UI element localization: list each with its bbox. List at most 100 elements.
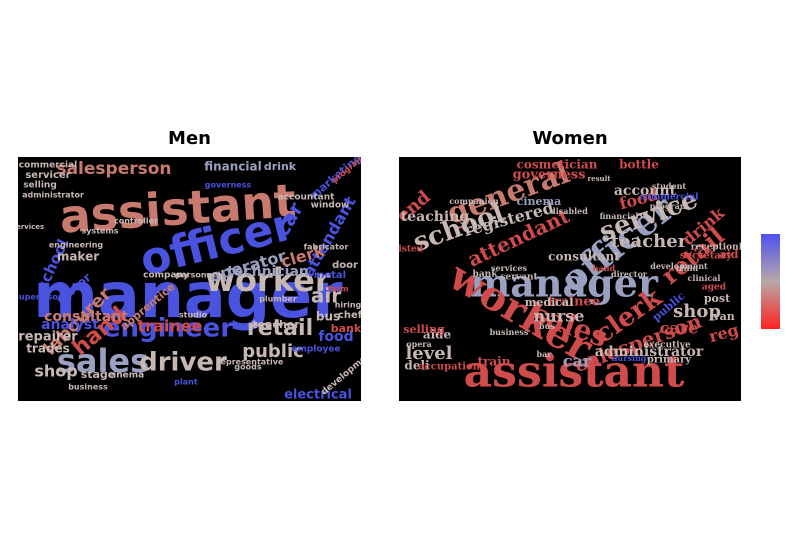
- men-word-studio: studio: [179, 311, 208, 320]
- women-word-listed: listed: [399, 245, 424, 255]
- men-word-accountant: accountant: [278, 193, 336, 203]
- women-word-nurse: nurse: [534, 307, 585, 326]
- men-word-driver: driver: [139, 348, 227, 378]
- men-word-representative: representative: [217, 358, 284, 367]
- color-scale-bar: [761, 234, 780, 329]
- women-word-cosmetician: cosmetician: [517, 158, 598, 172]
- women-word-reg: reg: [707, 320, 741, 346]
- men-word-worker: worker: [205, 261, 330, 299]
- men-panel-title: Men: [168, 128, 211, 149]
- women-word-executive: executive: [643, 341, 691, 351]
- men-word-manager: manager: [33, 259, 343, 332]
- women-word-manager: manager: [470, 261, 659, 306]
- women-word-teaching: teaching: [401, 209, 470, 225]
- women-word-commercial: commercial: [639, 193, 699, 203]
- men-word-cloud: manager assistant officer worker engineer sal…: [18, 157, 361, 401]
- men-word-fabricator: fabricator: [304, 243, 349, 252]
- men-word-administrator: administrator: [22, 191, 84, 200]
- men-word-bus: bus: [316, 310, 340, 324]
- men-word-sales: sales: [57, 342, 149, 380]
- men-word-trades: trades: [26, 342, 70, 356]
- men-word-plant: plant: [174, 378, 198, 387]
- women-word-secretary: secretary: [680, 251, 733, 262]
- women-word-nursing: nursing: [612, 353, 647, 363]
- women-word-clinical: clinical: [688, 273, 721, 283]
- women-word-trainee: trainee: [548, 295, 600, 310]
- women-word-account: account: [614, 183, 677, 199]
- women-word-train: train: [478, 355, 511, 369]
- women-word-medical: medical: [525, 296, 574, 309]
- women-word-child: child: [676, 263, 699, 273]
- women-word-assistant: assistant: [464, 347, 685, 398]
- men-word-maker: maker: [57, 250, 99, 264]
- women-word-aid: aid: [720, 248, 739, 261]
- men-word-bank: bank: [331, 322, 361, 335]
- men-word-employee: employee: [291, 345, 340, 355]
- women-word-bank: bank: [473, 270, 499, 280]
- men-word-goods: goods: [234, 363, 261, 372]
- men-word-financial: financial: [204, 160, 262, 174]
- women-word-cloud: assistant manager worker officer general scho…: [399, 157, 741, 401]
- women-word-servant: servant: [500, 273, 538, 283]
- women-word-hand: hand: [593, 263, 616, 273]
- men-word-retail: retail: [247, 316, 313, 341]
- men-word-chef: chef: [338, 310, 361, 321]
- men-word-personnel: personnel: [176, 271, 221, 280]
- women-word-governess: governess: [513, 168, 586, 183]
- men-word-trainee: trainee: [138, 317, 203, 336]
- men-word-window: window: [311, 201, 350, 211]
- men-word-door: door: [332, 260, 358, 271]
- men-word-teacher: teacher: [252, 318, 300, 331]
- women-word-primary: primary: [647, 355, 692, 366]
- men-word-supervisor: supervisor: [18, 293, 62, 302]
- women-word-development: development: [650, 261, 708, 271]
- men-word-drink: drink: [264, 160, 297, 173]
- women-word-care: care: [660, 319, 699, 338]
- women-word-bar: bar: [537, 349, 553, 359]
- women-word-bus: bus: [539, 321, 555, 331]
- men-word-technician: technician: [227, 264, 309, 280]
- men-word-public: public: [242, 341, 304, 362]
- men-word-servicer: servicer: [25, 170, 70, 181]
- men-word-metal: metal: [314, 270, 346, 281]
- women-word-student: student: [652, 181, 687, 191]
- women-word-receptionist: receptionist: [691, 243, 741, 253]
- men-word-farm: farm: [327, 285, 348, 294]
- women-word-deli: deli: [404, 359, 430, 373]
- men-word-consultant: consultant: [44, 309, 128, 325]
- women-word-director: director: [611, 269, 648, 279]
- men-word-air: air: [311, 284, 341, 308]
- men-word-salesperson: salesperson: [56, 159, 171, 179]
- men-word-business: business: [68, 383, 108, 392]
- women-word-administrator: administrator: [595, 344, 704, 360]
- men-word-services: services: [18, 223, 44, 231]
- women-word-program: program: [650, 201, 689, 211]
- women-word-shop: shop: [673, 301, 721, 322]
- women-word-selling: selling: [403, 323, 445, 336]
- men-word-stage: stage: [81, 368, 116, 381]
- men-word-engineering: engineering: [49, 241, 104, 250]
- women-word-aide: aide: [423, 328, 452, 342]
- women-word-van: van: [712, 310, 735, 323]
- women-word-post: post: [704, 292, 731, 305]
- women-word-business: business: [490, 327, 529, 337]
- women-word-occupation: occupation: [418, 362, 481, 373]
- men-word-food: food: [318, 329, 353, 345]
- men-word-governess: governess: [205, 181, 252, 190]
- men-word-hiring: hiring: [335, 301, 361, 310]
- men-word-shop: shop: [34, 362, 77, 381]
- men-word-systems: systems: [81, 227, 118, 236]
- women-word-opera: opera: [406, 339, 431, 349]
- women-word-bottle: bottle: [619, 158, 659, 172]
- men-word-selling: selling: [23, 181, 57, 191]
- women-word-consultant: consultant: [548, 250, 620, 264]
- men-word-engineer: engineer: [103, 314, 233, 344]
- men-word-controller: controller: [114, 217, 158, 226]
- men-word-company: company: [143, 271, 189, 281]
- women-word-teacher: teacher: [611, 231, 688, 252]
- women-word-financial: financial: [600, 211, 639, 221]
- women-word-disabled: disabled: [550, 206, 588, 216]
- women-word-cinema: cinema: [517, 195, 562, 208]
- women-word-aged: aged: [702, 283, 727, 293]
- men-word-plumber: plumber: [259, 295, 297, 304]
